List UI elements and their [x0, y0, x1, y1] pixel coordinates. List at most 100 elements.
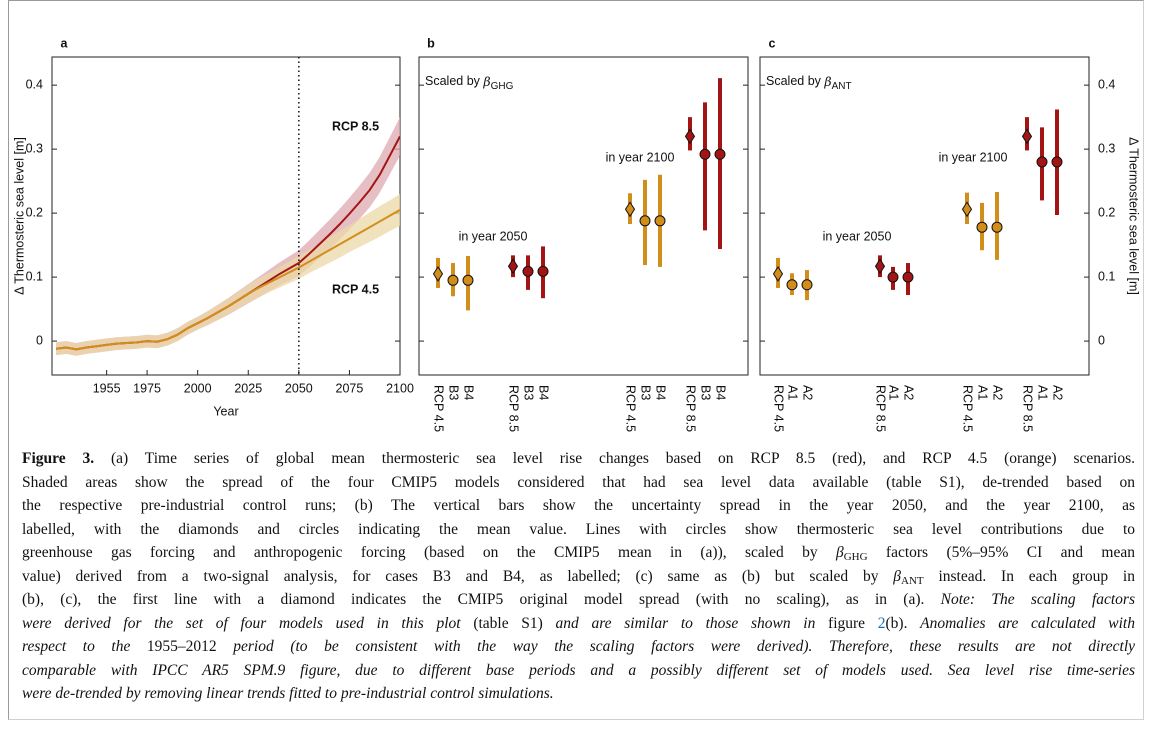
caption-text: Note: The scaling factors: [940, 591, 1135, 608]
caption-text: (a) Time series of global mean thermoste…: [94, 450, 1135, 467]
category-label: B4: [714, 385, 728, 400]
x-tick-label: 2100: [386, 381, 414, 395]
category-label: A1: [786, 385, 800, 400]
mean-circle: [801, 279, 813, 291]
y-tick-label: 0.3: [1098, 141, 1115, 155]
category-label: RCP 8.5: [1021, 385, 1035, 432]
series-label: RCP 8.5: [332, 119, 379, 133]
annotation-symbol: β: [482, 74, 490, 89]
mean-circle: [699, 148, 711, 160]
x-tick-label: 2075: [336, 381, 364, 395]
mean-circle: [976, 221, 988, 233]
panel-label: c: [769, 36, 776, 50]
category-label: A1: [1036, 385, 1050, 400]
caption-line: were de-trended by removing linear trend…: [22, 682, 1135, 706]
category-label: B4: [537, 385, 551, 400]
group-annotation: in year 2050: [459, 229, 528, 243]
caption-text: β: [893, 567, 902, 585]
mean-circle: [639, 215, 651, 227]
plot-frame: [418, 56, 749, 376]
mean-circle: [654, 215, 666, 227]
annotation-symbol: β: [823, 74, 831, 89]
caption-line: were derived for the set of four models …: [22, 612, 1135, 636]
mean-circle: [447, 274, 459, 286]
caption-text: instead. In each group in: [923, 567, 1135, 585]
mean-diamond: [432, 265, 444, 282]
mean-diamond: [684, 128, 696, 145]
category-label: RCP 4.5: [624, 385, 638, 432]
category-label: B3: [699, 385, 713, 400]
mean-diamond: [507, 258, 519, 275]
caption-text: factors (5%–95% CI and mean: [867, 544, 1135, 561]
caption-text: Shaded areas show the spread of the four…: [22, 473, 1135, 491]
mean-diamond: [624, 201, 636, 218]
caption-line: comparable with IPCC AR5 SPM.9 figure, d…: [22, 659, 1135, 683]
category-label: A2: [902, 385, 916, 400]
group-annotation: in year 2050: [823, 229, 892, 243]
y-tick-label: 0.3: [26, 141, 43, 155]
caption-line: labelled, with the diamonds and circles …: [22, 518, 1135, 542]
category-label: B4: [654, 385, 668, 400]
panel-annotation: Scaled by βGHG: [425, 74, 514, 92]
figure-frame: [8, 0, 1144, 720]
y-tick-label: 0.4: [1098, 77, 1115, 91]
caption-text: (b).: [885, 614, 921, 632]
caption-text: greenhouse gas forcing and anthropogenic…: [22, 544, 836, 561]
y-tick-label: 0.4: [26, 77, 43, 91]
group-annotation: in year 2100: [939, 150, 1008, 164]
annotation-text: Scaled by: [766, 74, 824, 88]
category-label: A1: [976, 385, 990, 400]
y-tick-label: 0.2: [1098, 205, 1115, 219]
caption-text: (b), (c), the first line with a diamond …: [22, 591, 941, 608]
caption-line: greenhouse gas forcing and anthropogenic…: [22, 541, 1135, 565]
caption-text: GHG: [843, 551, 868, 563]
category-label: RCP 4.5: [772, 385, 786, 432]
x-tick-label: 2050: [285, 381, 313, 395]
caption-text[interactable]: 2: [877, 614, 886, 632]
caption-line: Shaded areas show the spread of the four…: [22, 471, 1135, 495]
caption-text: value) derived from a two-signal analysi…: [22, 567, 894, 585]
caption-text: comparable with IPCC AR5 SPM.9 figure, d…: [22, 661, 1135, 679]
mean-circle: [887, 271, 899, 283]
category-label: RCP 8.5: [507, 385, 521, 432]
category-label: A2: [991, 385, 1005, 400]
caption-line: (b), (c), the first line with a diamond …: [22, 588, 1135, 612]
mean-circle: [902, 271, 914, 283]
caption-text: Figure 3.: [22, 450, 95, 467]
mean-circle: [786, 279, 798, 291]
mean-circle: [991, 221, 1003, 233]
y-tick-label: 0: [36, 333, 43, 347]
annotation-text: Scaled by: [425, 74, 483, 88]
mean-diamond: [874, 258, 886, 275]
annotation-subscript: GHG: [491, 81, 514, 92]
caption-text: (table S1): [460, 614, 556, 632]
figure: a 0 0.1 0.2 0.3 0.4 Δ Thermosteric sea level […: [12, 36, 1141, 432]
mean-circle: [462, 274, 474, 286]
y-tick-label: 0: [1098, 333, 1105, 347]
caption-text: labelled, with the diamonds and circles …: [22, 520, 1135, 538]
category-label: A1: [887, 385, 901, 400]
caption-text: β: [835, 544, 844, 561]
panel-label: a: [61, 36, 69, 50]
mean-circle: [522, 265, 534, 277]
caption-text: ANT: [901, 574, 924, 587]
annotation-subscript: ANT: [832, 81, 852, 92]
mean-circle: [714, 148, 726, 160]
category-label: B3: [639, 385, 653, 400]
y-axis-title: Δ Thermosteric sea level [m]: [1127, 137, 1141, 295]
mean-diamond: [772, 265, 784, 282]
mean-circle: [1051, 156, 1063, 168]
category-label: A2: [801, 385, 815, 400]
caption: Figure 3. (a) Time series of global mean…: [22, 447, 1135, 706]
series-line: [55, 209, 400, 351]
caption-text: figure: [815, 614, 878, 632]
y-tick-label: 0.1: [26, 269, 43, 283]
caption-line: Figure 3. (a) Time series of global mean…: [22, 447, 1135, 471]
mean-diamond: [961, 201, 973, 218]
plot-frame: [759, 56, 1090, 376]
category-label: A2: [1051, 385, 1065, 400]
caption-text: respect to the: [22, 638, 131, 655]
series-label: RCP 4.5: [332, 282, 379, 296]
caption-text: the respective pre-industrial control ru…: [22, 497, 1135, 514]
mean-circle: [537, 265, 549, 277]
